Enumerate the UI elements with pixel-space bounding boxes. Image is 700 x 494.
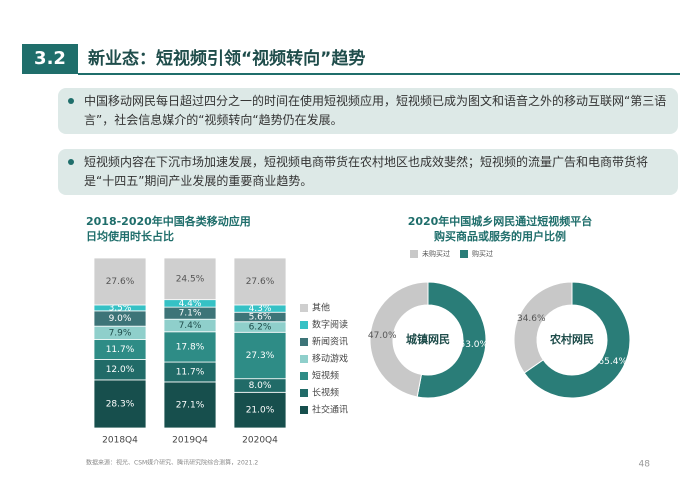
legend-swatch bbox=[300, 389, 308, 397]
legend-label: 其他 bbox=[312, 302, 330, 314]
value-label: 7.1% bbox=[179, 309, 202, 319]
value-label: 4.4% bbox=[179, 299, 202, 309]
legend-label: 数字阅读 bbox=[312, 319, 348, 331]
legend-swatch bbox=[300, 304, 308, 312]
bar-segment bbox=[233, 257, 287, 306]
x-tick-label: 2018Q4 bbox=[102, 436, 138, 446]
value-label: 65.4% bbox=[598, 357, 627, 367]
slide-title: 新业态：短视频引领“视频转向”趋势 bbox=[88, 49, 366, 69]
bar-segment bbox=[233, 331, 287, 380]
bar-segment bbox=[163, 331, 217, 363]
legend-swatch bbox=[300, 338, 308, 346]
legend-label: 新闻资讯 bbox=[312, 336, 348, 348]
value-label: 5.6% bbox=[249, 312, 272, 322]
value-label: 12.0% bbox=[106, 365, 135, 375]
legend-label: 购买过 bbox=[472, 249, 493, 258]
donut-segment bbox=[513, 281, 573, 374]
bar-segment bbox=[163, 257, 217, 301]
value-label: 27.1% bbox=[176, 400, 205, 410]
bullet-dot bbox=[68, 98, 74, 104]
legend-swatch bbox=[300, 355, 308, 363]
value-label: 7.4% bbox=[179, 321, 202, 331]
x-tick-label: 2019Q4 bbox=[172, 436, 208, 446]
value-label: 8.0% bbox=[249, 381, 272, 391]
legend-swatch bbox=[460, 250, 468, 258]
x-tick-label: 2020Q4 bbox=[242, 436, 278, 446]
bar-segment bbox=[93, 379, 147, 429]
bar-segment bbox=[93, 257, 147, 306]
value-label: 9.0% bbox=[109, 314, 132, 324]
chart-title: 2018-2020年中国各类移动应用 bbox=[86, 214, 251, 228]
legend-label: 未购买过 bbox=[422, 249, 450, 258]
value-label: 3.5% bbox=[109, 303, 132, 313]
bullet-text: 短视频内容在下沉市场加速发展，短视频电商带货在农村地区也成效斐然；短视频的流量广… bbox=[84, 155, 649, 188]
value-label: 11.7% bbox=[106, 345, 135, 355]
legend-label: 长视频 bbox=[312, 387, 339, 399]
title-rule bbox=[78, 73, 680, 75]
legend-label: 移动游戏 bbox=[312, 353, 348, 365]
bullet-box: 中国移动网民每日超过四分之一的时间在使用短视频应用，短视频已成为图文和语音之外的… bbox=[58, 88, 678, 134]
value-label: 28.3% bbox=[106, 399, 135, 409]
chart-title: 购买商品或服务的用户比例 bbox=[434, 229, 566, 243]
donut-segment bbox=[369, 281, 429, 398]
legend-label: 短视频 bbox=[312, 370, 339, 382]
value-label: 24.5% bbox=[176, 274, 205, 284]
value-label: 47.0% bbox=[368, 331, 397, 341]
chart-title: 日均使用时长占比 bbox=[86, 229, 174, 243]
section-number: 3.2 bbox=[22, 44, 78, 74]
donut-segment bbox=[523, 281, 631, 399]
legend-swatch bbox=[300, 321, 308, 329]
value-label: 4.3% bbox=[249, 304, 272, 314]
value-label: 21.0% bbox=[246, 406, 275, 416]
legend-swatch bbox=[300, 372, 308, 380]
bullet-text: 中国移动网民每日超过四分之一的时间在使用短视频应用，短视频已成为图文和语音之外的… bbox=[84, 94, 667, 127]
bullet-dot bbox=[68, 159, 74, 165]
value-label: 17.8% bbox=[176, 342, 205, 352]
value-label: 6.2% bbox=[249, 323, 272, 333]
bullet-box: 短视频内容在下沉市场加速发展，短视频电商带货在农村地区也成效斐然；短视频的流量广… bbox=[58, 149, 678, 195]
legend-swatch bbox=[300, 406, 308, 414]
value-label: 27.6% bbox=[246, 277, 275, 287]
legend-label: 社交通讯 bbox=[312, 404, 348, 416]
value-label: 27.6% bbox=[106, 277, 135, 287]
donut-center-label: 城镇网民 bbox=[406, 332, 450, 346]
donut-center-label: 农村网民 bbox=[549, 332, 594, 346]
page-number: 48 bbox=[639, 460, 651, 470]
value-label: 53.0% bbox=[459, 340, 488, 350]
legend-swatch bbox=[410, 250, 418, 258]
value-label: 7.9% bbox=[109, 328, 132, 338]
source-note: 数据来源：视光、CSM媒介研究、腾讯研究院综合测算，2021.2 bbox=[86, 459, 258, 467]
value-label: 11.7% bbox=[176, 367, 205, 377]
value-label: 34.6% bbox=[517, 314, 546, 324]
donut-segment bbox=[416, 281, 487, 399]
bar-segment bbox=[163, 381, 217, 429]
value-label: 27.3% bbox=[246, 351, 275, 361]
chart-title: 2020年中国城乡网民通过短视频平台 bbox=[408, 214, 593, 228]
